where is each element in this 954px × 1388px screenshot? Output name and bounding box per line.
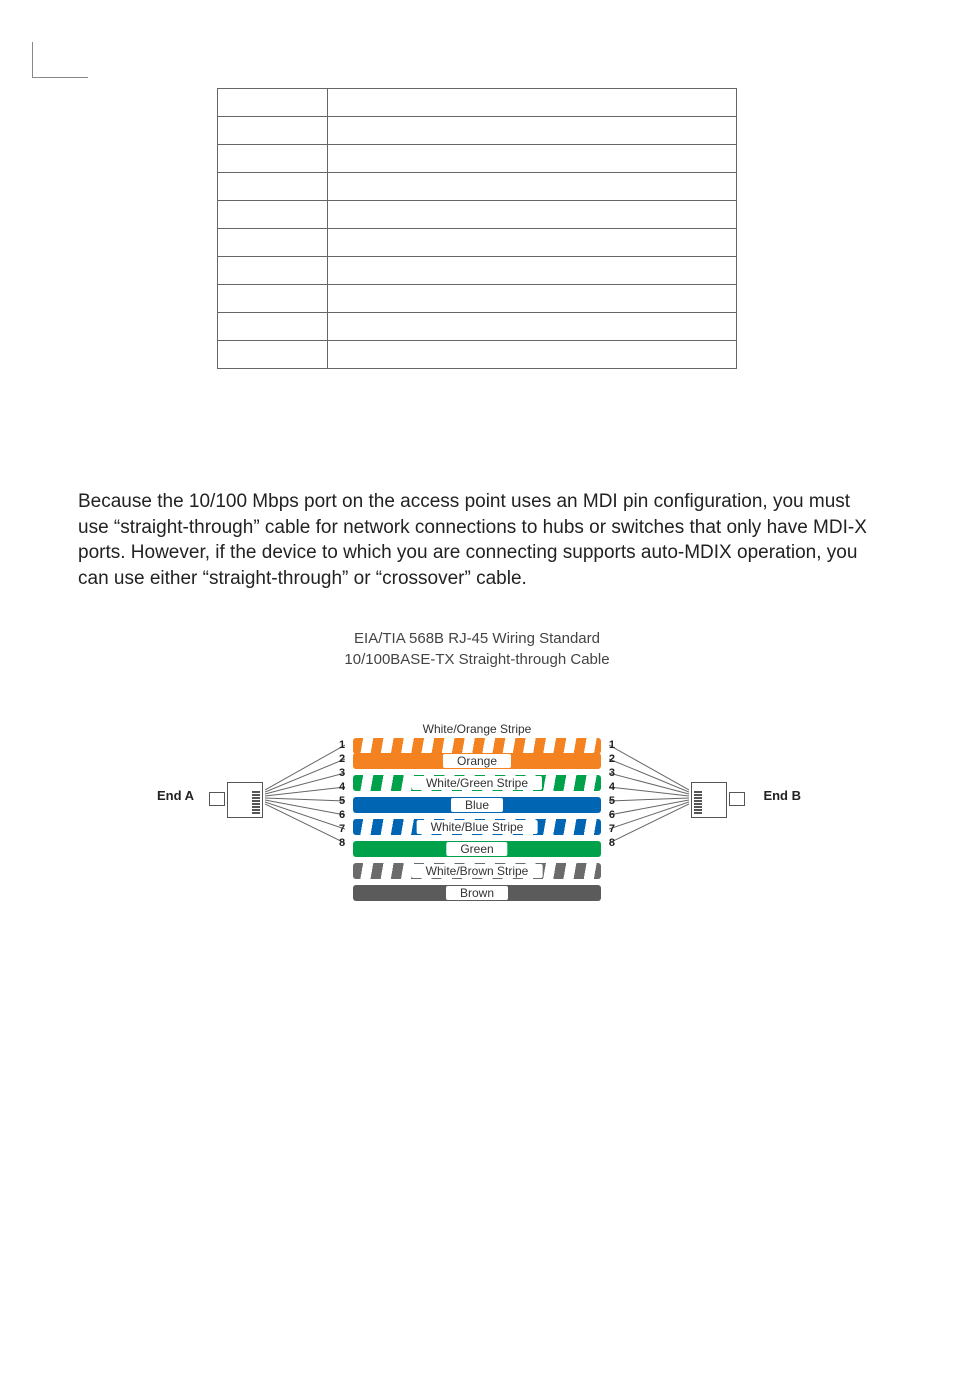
pin-number: 4 (339, 780, 345, 794)
table-cell (218, 117, 328, 145)
table-cell (328, 341, 737, 369)
table-cell (328, 285, 737, 313)
end-a-label: End A (157, 788, 194, 803)
wire-label: Blue (451, 798, 503, 812)
wire-row: Green (353, 838, 601, 860)
pin-number: 1 (609, 738, 615, 752)
jack-body (227, 782, 263, 818)
table-cell (328, 313, 737, 341)
wire-row: White/Orange Stripe (353, 728, 601, 750)
table-row (218, 257, 737, 285)
jack-clip (209, 792, 225, 806)
wire-label: White/Blue Stripe (417, 820, 538, 834)
body-paragraph: Because the 10/100 Mbps port on the acce… (78, 489, 876, 592)
wire-label: Brown (446, 886, 508, 900)
jack-clip (729, 792, 745, 806)
table-cell (328, 173, 737, 201)
table-row (218, 341, 737, 369)
pin-number: 7 (339, 822, 345, 836)
wire-row: Orange (353, 750, 601, 772)
pin-numbers-left: 12345678 (339, 738, 345, 850)
pin-number: 7 (609, 822, 615, 836)
pin-number: 2 (609, 752, 615, 766)
pin-number: 1 (339, 738, 345, 752)
diagram-title: EIA/TIA 568B RJ-45 Wiring Standard 10/10… (147, 628, 807, 670)
rj45-jack-a (209, 776, 263, 824)
crop-mark (32, 42, 88, 78)
table-header-cell (218, 89, 328, 117)
pin-number: 6 (609, 808, 615, 822)
wire-row: White/Green Stripe (353, 772, 601, 794)
pin-number: 6 (339, 808, 345, 822)
table-row (218, 201, 737, 229)
diagram-title-line2: 10/100BASE-TX Straight-through Cable (344, 651, 609, 668)
page-content: Because the 10/100 Mbps port on the acce… (0, 0, 954, 950)
wire-label: Green (446, 842, 507, 856)
table-cell (218, 201, 328, 229)
table-cell (328, 257, 737, 285)
table-cell (328, 201, 737, 229)
wire-row: White/Brown Stripe (353, 860, 601, 882)
table-cell (218, 173, 328, 201)
wiring-canvas: End A End B (147, 690, 807, 950)
table-cell (328, 229, 737, 257)
pin-table (217, 88, 737, 369)
fanout-right (609, 730, 689, 890)
end-b-label: End B (763, 788, 801, 803)
table-row (218, 173, 737, 201)
table-cell (218, 285, 328, 313)
table-cell (218, 145, 328, 173)
pin-number: 3 (339, 766, 345, 780)
jack-pins (252, 791, 260, 814)
wiring-diagram: EIA/TIA 568B RJ-45 Wiring Standard 10/10… (147, 628, 807, 950)
fanout-left (265, 730, 345, 890)
jack-pins (694, 791, 702, 814)
table-cell (328, 145, 737, 173)
rj45-jack-b (691, 776, 745, 824)
table-cell (218, 341, 328, 369)
pin-number: 2 (339, 752, 345, 766)
wire-label: White/Orange Stripe (409, 722, 546, 736)
pin-number: 5 (339, 794, 345, 808)
wire-label: Orange (443, 754, 511, 768)
pin-number: 5 (609, 794, 615, 808)
table-cell (218, 257, 328, 285)
pin-number: 8 (339, 836, 345, 850)
table-header-row (218, 89, 737, 117)
wire-stack: White/Orange Stripe Orange White/Green Str… (353, 728, 601, 904)
pin-number: 3 (609, 766, 615, 780)
pin-number: 8 (609, 836, 615, 850)
wire-row: Brown (353, 882, 601, 904)
table-cell (218, 313, 328, 341)
jack-body (691, 782, 727, 818)
table-row (218, 285, 737, 313)
wire-label: White/Green Stripe (412, 776, 542, 790)
table-row (218, 117, 737, 145)
wire-row: White/Blue Stripe (353, 816, 601, 838)
wire-label: White/Brown Stripe (412, 864, 543, 878)
wire-row: Blue (353, 794, 601, 816)
table-header-cell (328, 89, 737, 117)
table-cell (328, 117, 737, 145)
pin-numbers-right: 12345678 (609, 738, 615, 850)
table-row (218, 229, 737, 257)
table-row (218, 145, 737, 173)
pin-number: 4 (609, 780, 615, 794)
table-row (218, 313, 737, 341)
table-cell (218, 229, 328, 257)
diagram-title-line1: EIA/TIA 568B RJ-45 Wiring Standard (354, 630, 600, 647)
